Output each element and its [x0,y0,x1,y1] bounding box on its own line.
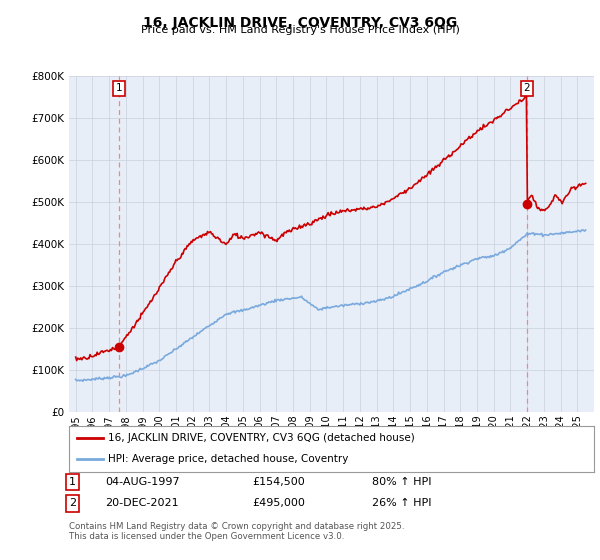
Text: 2: 2 [523,83,530,93]
Text: 16, JACKLIN DRIVE, COVENTRY, CV3 6QG (detached house): 16, JACKLIN DRIVE, COVENTRY, CV3 6QG (de… [109,433,415,443]
Text: £495,000: £495,000 [252,498,305,508]
Text: 26% ↑ HPI: 26% ↑ HPI [372,498,431,508]
Text: Contains HM Land Registry data © Crown copyright and database right 2025.
This d: Contains HM Land Registry data © Crown c… [69,522,404,542]
Text: 16, JACKLIN DRIVE, COVENTRY, CV3 6QG: 16, JACKLIN DRIVE, COVENTRY, CV3 6QG [143,16,457,30]
Text: HPI: Average price, detached house, Coventry: HPI: Average price, detached house, Cove… [109,454,349,464]
Text: 04-AUG-1997: 04-AUG-1997 [105,477,179,487]
Text: £154,500: £154,500 [252,477,305,487]
Text: 2: 2 [69,498,76,508]
Text: 1: 1 [69,477,76,487]
Text: Price paid vs. HM Land Registry's House Price Index (HPI): Price paid vs. HM Land Registry's House … [140,25,460,35]
Text: 80% ↑ HPI: 80% ↑ HPI [372,477,431,487]
Text: 20-DEC-2021: 20-DEC-2021 [105,498,179,508]
Text: 1: 1 [116,83,122,93]
